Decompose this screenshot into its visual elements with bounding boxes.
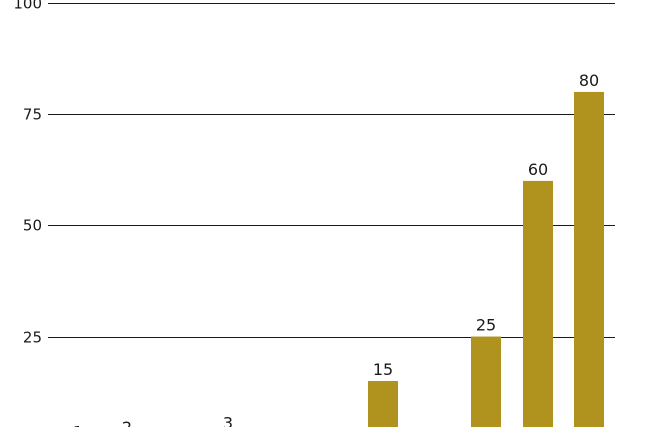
y-tick-label-25: 25 <box>23 329 42 347</box>
data-label-3: 3 <box>223 413 233 427</box>
bar-6 <box>523 180 553 427</box>
data-label-7: 80 <box>579 71 599 90</box>
data-label-6: 60 <box>528 160 548 179</box>
data-label-5: 25 <box>476 316 496 335</box>
y-axis-ticks: 25 50 75 100 <box>13 0 42 347</box>
data-label-4: 15 <box>373 360 393 379</box>
bar-4 <box>368 380 398 427</box>
data-labels: 1 2 3 15 25 60 80 <box>73 71 599 427</box>
data-label-2: 2 <box>122 418 132 427</box>
y-tick-label-100: 100 <box>13 0 42 13</box>
bar-7 <box>574 91 604 427</box>
data-label-1: 1 <box>73 422 83 427</box>
y-tick-label-50: 50 <box>23 217 42 235</box>
bar-5 <box>471 336 501 427</box>
y-tick-label-75: 75 <box>23 106 42 124</box>
gridlines <box>48 3 615 338</box>
bars <box>368 91 604 427</box>
